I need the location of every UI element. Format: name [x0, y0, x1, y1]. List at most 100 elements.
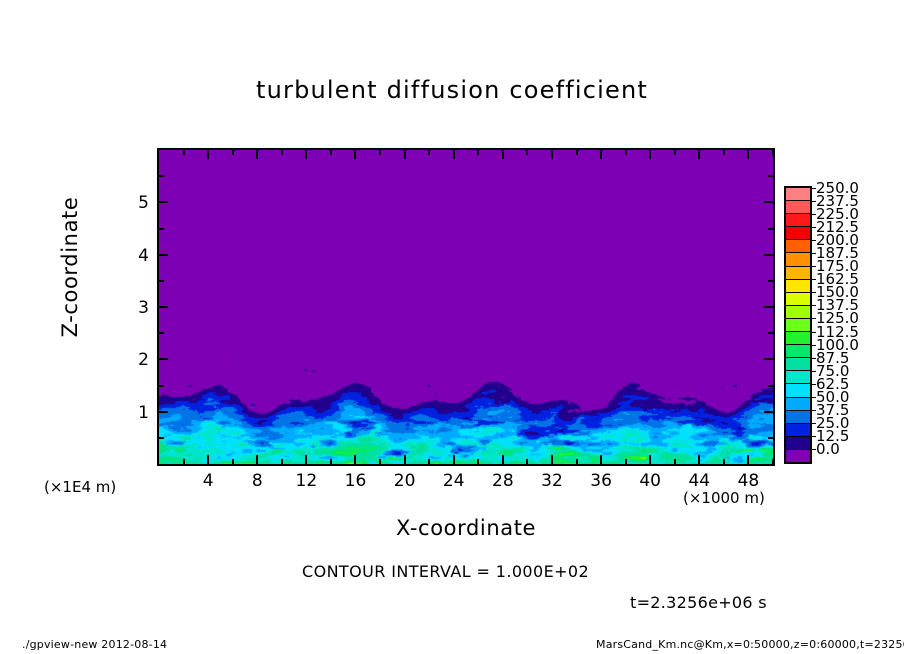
colorbar-band	[786, 409, 810, 423]
y-tick-label: 5	[138, 193, 149, 214]
x-tick-minor-top	[575, 150, 578, 155]
x-tick-major-top	[501, 150, 504, 159]
x-tick-minor	[428, 459, 431, 464]
colorbar-tick-label: 112.5	[816, 322, 859, 341]
y-tick-minor-right	[768, 436, 773, 439]
colorbar-tick-label: 237.5	[816, 192, 859, 211]
colorbar-band	[786, 448, 810, 462]
colorbar-tick-label: 225.0	[816, 205, 859, 224]
colorbar-tick	[812, 266, 816, 268]
x-tick-major-top	[256, 150, 259, 159]
x-tick-minor	[379, 459, 382, 464]
x-tick-major-top	[698, 150, 701, 159]
y-tick-label: 3	[138, 298, 149, 318]
x-tick-minor	[673, 459, 676, 464]
colorbar-tick-label: 150.0	[816, 283, 859, 302]
x-tick-label: 40	[639, 471, 661, 491]
contour-interval-annotation: CONTOUR INTERVAL = 1.000E+02	[302, 562, 590, 581]
x-axis-title: X-coordinate	[395, 516, 537, 540]
x-tick-label: 32	[541, 471, 563, 491]
x-tick-minor	[526, 459, 529, 464]
x-tick-minor	[231, 459, 234, 464]
colorbar-tick	[812, 292, 816, 294]
colorbar-tick	[812, 253, 816, 255]
x-axis-unit-label: (×1000 m)	[683, 489, 765, 507]
colorbar-band	[786, 252, 810, 266]
colorbar-tick	[812, 214, 816, 216]
x-tick-major-top	[207, 150, 210, 159]
y-tick-major-right	[764, 306, 773, 308]
y-axis-title: Z-coordinate	[58, 196, 82, 338]
y-tick-minor-right	[768, 227, 773, 230]
y-tick-minor	[159, 175, 164, 178]
footer-dataset-info: MarsCand_Km.nc@Km,x=0:50000,z=0:60000,t=…	[596, 638, 904, 651]
colorbar-band	[786, 370, 810, 384]
colorbar-tick	[812, 344, 816, 346]
colorbar-band	[786, 344, 810, 358]
colorbar-tick	[812, 383, 816, 385]
colorbar-tick	[812, 188, 816, 189]
x-tick-major	[256, 455, 259, 464]
x-tick-minor	[772, 459, 774, 464]
y-tick-label: 4	[138, 245, 149, 266]
colorbar-tick-label: 137.5	[816, 296, 859, 315]
x-tick-minor-top	[329, 150, 332, 155]
colorbar-band	[786, 435, 810, 449]
x-tick-label: 24	[442, 471, 465, 491]
colorbar-band	[786, 239, 810, 253]
colorbar-tick	[812, 201, 816, 203]
x-tick-major-top	[403, 150, 406, 159]
y-tick-minor	[159, 384, 164, 387]
colorbar-tick-label: 212.5	[816, 218, 859, 237]
colorbar-tick-label: 37.5	[816, 400, 850, 419]
colorbar-tick	[812, 370, 816, 372]
colorbar-tick-label: 75.0	[816, 361, 850, 380]
colorbar-band	[786, 396, 810, 410]
y-tick-minor-right	[768, 384, 773, 387]
colorbar-tick	[812, 279, 816, 281]
footer-command-date: ./gpview-new 2012-08-14	[22, 638, 168, 651]
colorbar-band	[786, 331, 810, 345]
y-tick-label: 1	[138, 402, 149, 423]
x-tick-minor-top	[182, 150, 185, 155]
colorbar-tick-label: 12.5	[816, 426, 850, 445]
x-tick-minor-top	[428, 150, 431, 155]
x-tick-label: 4	[202, 471, 214, 491]
x-tick-major-top	[550, 150, 553, 159]
x-tick-label: 48	[737, 471, 760, 491]
colorbar-tick-label: 250.0	[816, 179, 859, 197]
x-tick-label: 20	[393, 471, 416, 491]
colorbar-tick-label: 62.5	[816, 374, 850, 393]
x-tick-minor	[575, 459, 578, 464]
y-tick-label: 2	[138, 350, 149, 371]
x-tick-minor	[477, 459, 480, 464]
colorbar-tick	[812, 448, 816, 450]
x-tick-major	[403, 455, 406, 464]
colorbar-tick-label: 200.0	[816, 231, 859, 250]
y-tick-minor-right	[768, 175, 773, 178]
x-tick-major	[305, 455, 308, 464]
x-tick-major	[207, 455, 210, 464]
x-tick-label: 8	[251, 471, 263, 491]
colorbar-band	[786, 291, 810, 305]
y-tick-major-right	[764, 410, 773, 413]
x-tick-minor-top	[624, 150, 627, 155]
x-tick-major-top	[452, 150, 455, 159]
colorbar-tick	[812, 422, 816, 424]
colorbar-band	[786, 317, 810, 332]
x-tick-minor	[722, 459, 725, 464]
colorbar-tick-label: 187.5	[816, 244, 859, 263]
y-tick-minor	[159, 332, 164, 335]
x-tick-minor-top	[722, 150, 725, 155]
colorbar-tick	[812, 396, 816, 398]
heatmap-field	[159, 150, 773, 464]
y-tick-major-right	[764, 253, 773, 256]
x-tick-label: 28	[492, 471, 514, 491]
colorbar-band	[786, 304, 810, 318]
x-tick-major	[452, 455, 455, 464]
colorbar-tick	[812, 331, 816, 333]
colorbar-band	[786, 278, 810, 292]
colorbar-tick-label: 175.0	[816, 257, 859, 276]
colorbar-tick	[812, 318, 816, 320]
colorbar-tick-label: 50.0	[816, 387, 850, 406]
